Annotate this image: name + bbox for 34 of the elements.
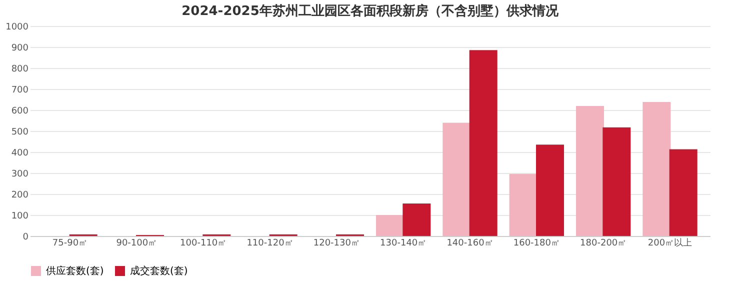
bar	[442, 122, 471, 236]
y-tick-label: 200	[11, 190, 29, 200]
y-tick-label: 700	[11, 86, 29, 96]
bar	[642, 102, 671, 236]
x-tick-label: 200㎡以上	[648, 238, 692, 248]
x-tick-label: 75-90㎡	[52, 238, 88, 248]
bar	[576, 106, 604, 236]
x-tick-label: 90-100㎡	[116, 238, 158, 248]
y-tick-label: 0	[22, 232, 29, 242]
x-tick-label: 100-110㎡	[180, 238, 227, 248]
bar	[402, 203, 431, 236]
x-tick-label: 180-200㎡	[580, 238, 627, 248]
x-tick-label: 130-140㎡	[380, 238, 427, 248]
bar	[469, 50, 498, 236]
y-tick-label: 300	[11, 170, 29, 180]
x-tick-label: 120-130㎡	[313, 238, 360, 248]
y-tick-label: 400	[11, 148, 29, 158]
bar	[602, 127, 631, 236]
y-tick-label: 1000	[6, 22, 29, 32]
y-tick-label: 800	[11, 64, 29, 74]
chart-title: 2024-2025年苏州工业园区各面积段新房（不含别墅）供求情况	[182, 3, 560, 19]
y-tick-label: 900	[11, 44, 29, 54]
y-tick-label: 500	[11, 128, 29, 138]
x-tick-label: 110-120㎡	[246, 238, 294, 248]
bar	[669, 149, 698, 236]
bar	[509, 174, 538, 236]
x-tick-label: 140-160㎡	[446, 238, 494, 248]
bar	[536, 144, 564, 236]
legend-label: 供应套数(套)	[46, 265, 104, 277]
bar	[376, 215, 404, 236]
x-tick-label: 160-180㎡	[513, 238, 560, 248]
legend-label: 成交套数(套)	[130, 265, 188, 277]
y-tick-label: 600	[11, 106, 29, 116]
y-tick-label: 100	[11, 212, 29, 222]
